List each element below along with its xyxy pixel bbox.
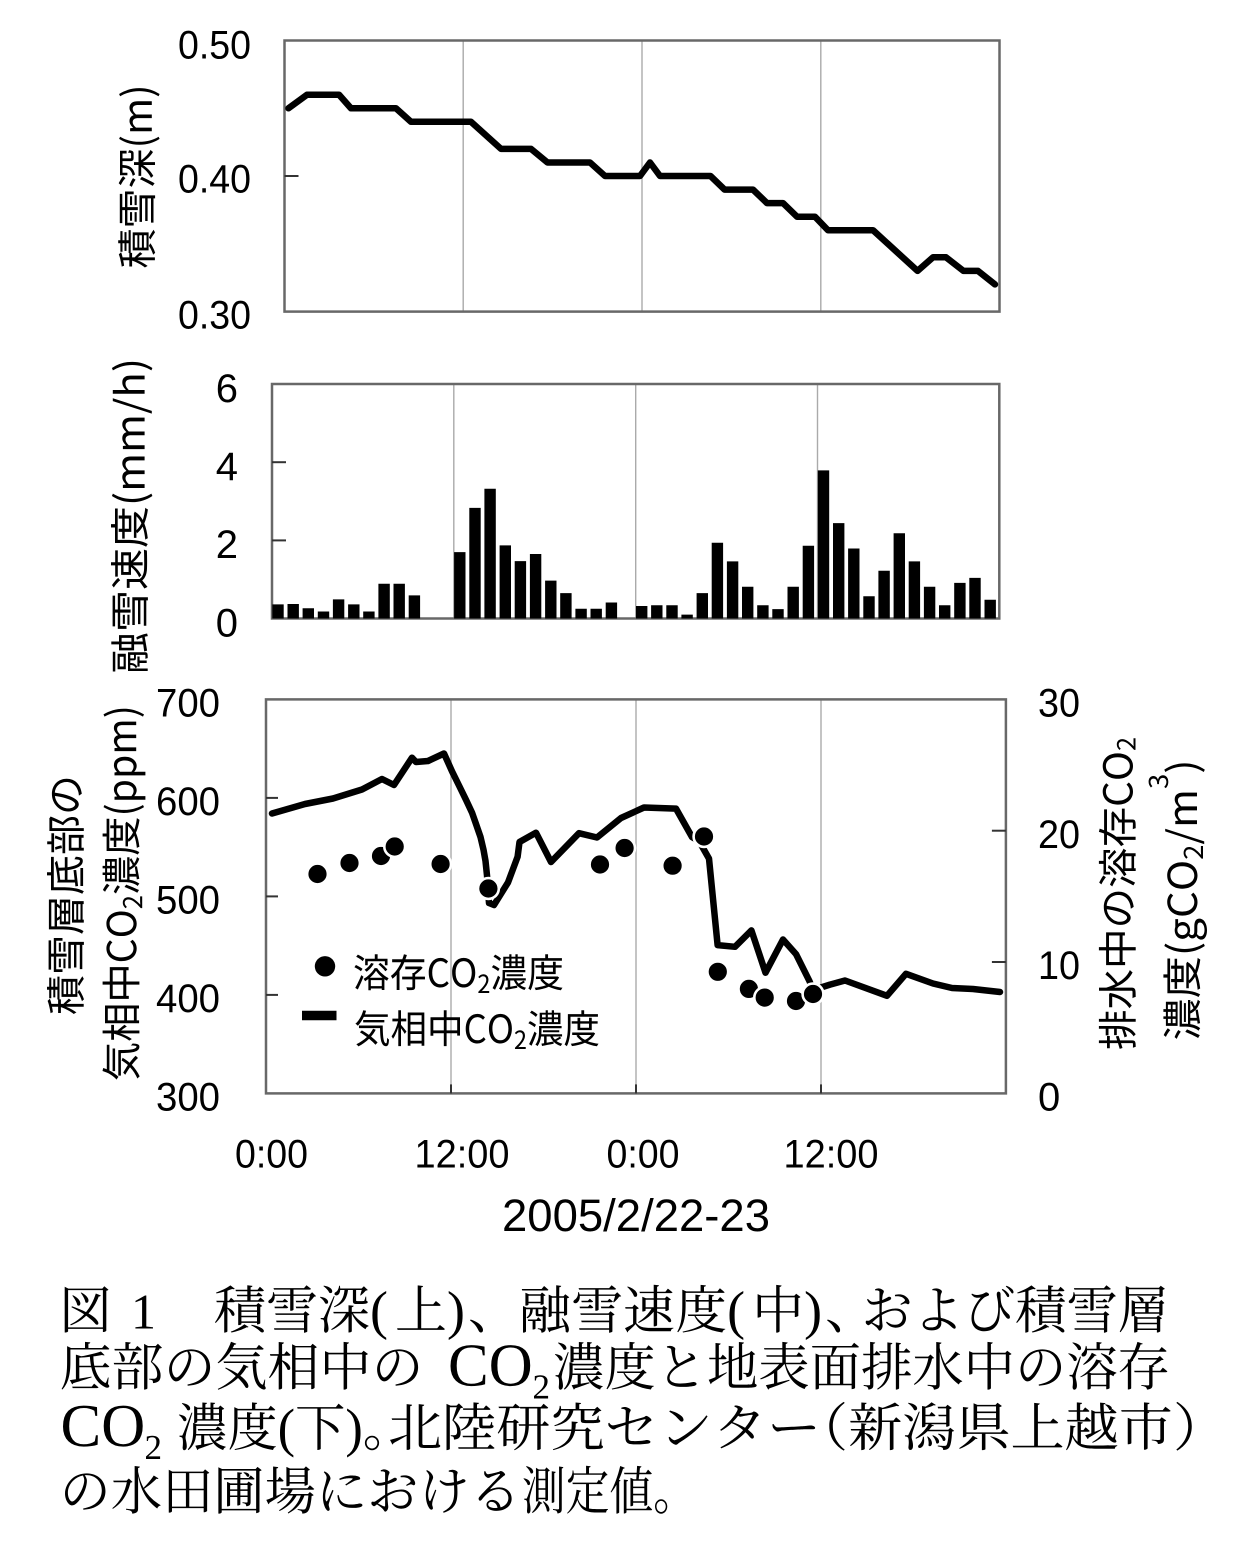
svg-text:0:00: 0:00 [607, 1133, 680, 1177]
svg-text:6: 6 [216, 367, 238, 411]
svg-text:0.50: 0.50 [178, 24, 251, 68]
svg-text:30: 30 [1038, 682, 1080, 726]
svg-text:400: 400 [156, 977, 220, 1021]
svg-text:2: 2 [216, 523, 238, 567]
svg-text:700: 700 [156, 682, 220, 726]
svg-text:2005/2/22-23: 2005/2/22-23 [502, 1190, 770, 1241]
svg-text:10: 10 [1038, 944, 1080, 988]
svg-text:600: 600 [156, 780, 220, 824]
svg-text:0: 0 [216, 601, 238, 645]
svg-text:300: 300 [156, 1076, 220, 1120]
svg-text:0.30: 0.30 [178, 293, 251, 337]
svg-text:0.40: 0.40 [178, 158, 251, 202]
svg-text:500: 500 [156, 879, 220, 923]
svg-text:12:00: 12:00 [415, 1133, 510, 1177]
svg-text:0: 0 [1038, 1076, 1060, 1120]
svg-text:20: 20 [1038, 813, 1080, 857]
svg-text:0:00: 0:00 [235, 1132, 308, 1176]
svg-text:12:00: 12:00 [784, 1133, 879, 1177]
svg-text:4: 4 [216, 445, 238, 489]
